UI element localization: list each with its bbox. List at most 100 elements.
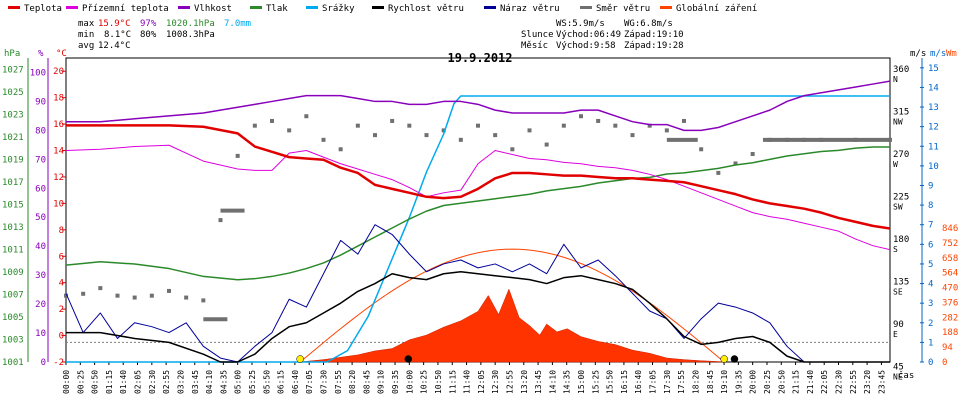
tick-hpa: 1023	[2, 110, 24, 120]
tick-x: 04:35	[219, 370, 228, 394]
tick-x: 11:15	[448, 370, 457, 394]
tick-x: 13:45	[534, 370, 543, 394]
tick-pct: 50	[35, 213, 46, 223]
tick-temp: 14	[53, 147, 64, 157]
tick-x: 04:10	[205, 370, 214, 394]
wind-direction-point	[424, 133, 429, 138]
tick-x: 06:15	[277, 370, 286, 394]
tick-temp: 16	[53, 120, 64, 130]
axes-layer: 1027102510231021101910171015101310111009…	[2, 58, 958, 394]
tick-rad: 376	[942, 298, 958, 308]
tick-dir: 45	[893, 363, 904, 373]
tick-pct: 10	[35, 329, 46, 339]
tick-x: 14:35	[563, 370, 572, 394]
tick-temp: 0	[59, 332, 64, 342]
tick-wind: 13	[928, 103, 939, 113]
tick-wind: 10	[928, 162, 939, 172]
tick-temp: 2	[59, 305, 64, 315]
tick-hpa: 1019	[2, 155, 24, 165]
tick-x: 02:55	[162, 370, 171, 394]
tick-x: 13:20	[520, 370, 529, 394]
info-wg: WG:6.8m/s	[624, 19, 673, 29]
tick-pct: 80	[35, 126, 46, 136]
tick-x: 22:05	[820, 370, 829, 394]
marker-layer	[296, 355, 739, 363]
wind-direction-point	[132, 295, 137, 300]
tick-x: 03:45	[191, 370, 200, 394]
legend-label: Srážky	[322, 4, 355, 14]
tick-x: 16:40	[634, 370, 643, 394]
axis-x-label: čas	[898, 370, 914, 381]
wind-direction-point	[355, 123, 360, 128]
tick-x: 22:55	[849, 370, 858, 394]
wind-direction-point	[287, 128, 292, 133]
tick-wind: 8	[928, 201, 933, 211]
tick-rad: 564	[942, 269, 958, 279]
tick-dir-name: SE	[893, 288, 903, 297]
tick-dir: 135	[893, 278, 909, 288]
tick-hpa: 1009	[2, 268, 24, 278]
tick-x: 05:50	[262, 370, 271, 394]
tick-dir: 315	[893, 108, 909, 118]
tick-x: 02:30	[148, 370, 157, 394]
tick-dir: 180	[893, 235, 909, 245]
stat-max-temp: 15.9°C	[98, 19, 131, 29]
legend-label: Globální záření	[676, 4, 757, 14]
tick-wind: 15	[928, 64, 939, 74]
wind-direction-point	[596, 118, 601, 123]
tick-wind: 1	[928, 338, 933, 348]
legend-swatch	[484, 6, 496, 9]
tick-x: 19:35	[734, 370, 743, 394]
wind-direction-point	[476, 123, 480, 128]
axis-unit-pct: %	[38, 49, 44, 59]
tick-x: 17:30	[663, 370, 672, 394]
tick-wind: 12	[928, 123, 939, 133]
tick-x: 12:05	[477, 370, 486, 394]
tick-dir: 360	[893, 65, 909, 75]
tick-rad: 470	[942, 284, 958, 294]
legend-swatch	[372, 6, 384, 9]
stat-max-label: max	[78, 19, 95, 29]
wind-direction-point	[390, 118, 395, 123]
wind-direction-point	[184, 295, 189, 300]
tick-x: 08:20	[348, 370, 357, 394]
wind-direction-point	[252, 123, 257, 128]
tick-temp: -2	[53, 358, 64, 368]
tick-x: 22:30	[835, 370, 844, 394]
tick-dir-name: NE	[893, 373, 903, 382]
marker-moonset	[730, 355, 739, 363]
tick-x: 01:40	[119, 370, 128, 394]
tick-x: 09:10	[377, 370, 386, 394]
wind-direction-point	[664, 128, 669, 133]
tick-dir: 90	[893, 320, 904, 330]
tick-x: 20:00	[749, 370, 758, 394]
tick-wind: 14	[928, 83, 939, 93]
tick-x: 17:05	[649, 370, 658, 394]
tick-x: 18:20	[691, 370, 700, 394]
marker-sunset	[720, 355, 728, 363]
wind-direction-point	[338, 147, 343, 152]
tick-x: 00:25	[76, 370, 85, 394]
series-tlak	[65, 146, 890, 281]
tick-temp: 20	[53, 67, 64, 77]
tick-dir-name: SW	[893, 203, 903, 212]
tick-pct: 0	[41, 358, 46, 368]
tick-x: 21:15	[792, 370, 801, 394]
tick-x: 15:25	[591, 370, 600, 394]
wind-direction-point	[64, 293, 68, 298]
tick-x: 23:20	[863, 370, 872, 394]
stats-block: max 15.9°C 97% 1020.1hPa 7.0mm min 8.1°C…	[78, 19, 251, 51]
tick-x: 08:45	[362, 370, 371, 394]
tick-hpa: 1017	[2, 178, 24, 188]
tick-pct: 90	[35, 97, 46, 107]
tick-hpa: 1021	[2, 133, 24, 143]
tick-wind: 3	[928, 299, 933, 309]
series-rychlost-v-tru	[66, 271, 890, 363]
info-moon-set: Západ:19:28	[624, 41, 684, 51]
tick-x: 20:50	[777, 370, 786, 394]
wind-direction-point	[321, 137, 326, 142]
legend-label: Náraz větru	[500, 4, 560, 14]
legend-swatch	[8, 6, 20, 9]
tick-dir-name: E	[893, 330, 898, 339]
